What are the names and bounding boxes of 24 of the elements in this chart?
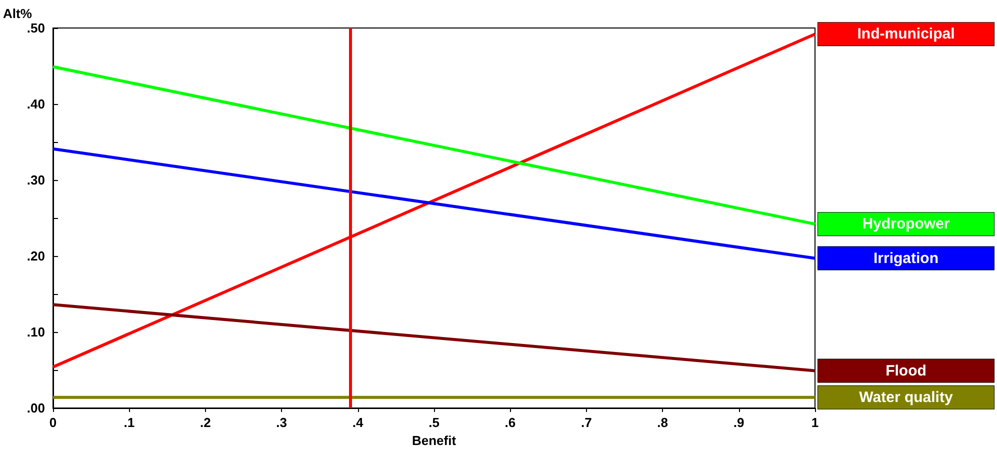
y-tick-label: .00 (26, 400, 45, 416)
text: Water quality (859, 388, 954, 406)
x-tick-label: 0 (49, 415, 57, 430)
text: Ind-municipal (857, 26, 955, 43)
x-tick-label: .5 (428, 415, 440, 430)
x-tick-label: .3 (276, 415, 288, 430)
text: Irrigation (873, 250, 939, 267)
y-tick-label: .20 (26, 248, 45, 264)
x-tick-label: 1 (811, 415, 819, 430)
x-tick-label: .8 (657, 415, 668, 430)
x-tick-label: .1 (124, 415, 135, 430)
x-tick-label: .4 (352, 415, 364, 430)
text: Hydropower (862, 216, 950, 233)
x-tick-label: .6 (504, 415, 516, 430)
y-tick-label: .30 (26, 172, 45, 188)
y-tick-label: .40 (26, 96, 45, 112)
x-tick-label: .2 (200, 415, 211, 430)
y-tick-label: .50 (26, 20, 45, 36)
x-tick-label: .9 (733, 415, 744, 430)
y-axis-title: Alt% (3, 6, 32, 21)
x-axis-title: Benefit (412, 432, 457, 448)
y-tick-label: .10 (26, 324, 45, 340)
x-tick-label: .7 (580, 415, 592, 430)
text: Flood (886, 362, 926, 380)
